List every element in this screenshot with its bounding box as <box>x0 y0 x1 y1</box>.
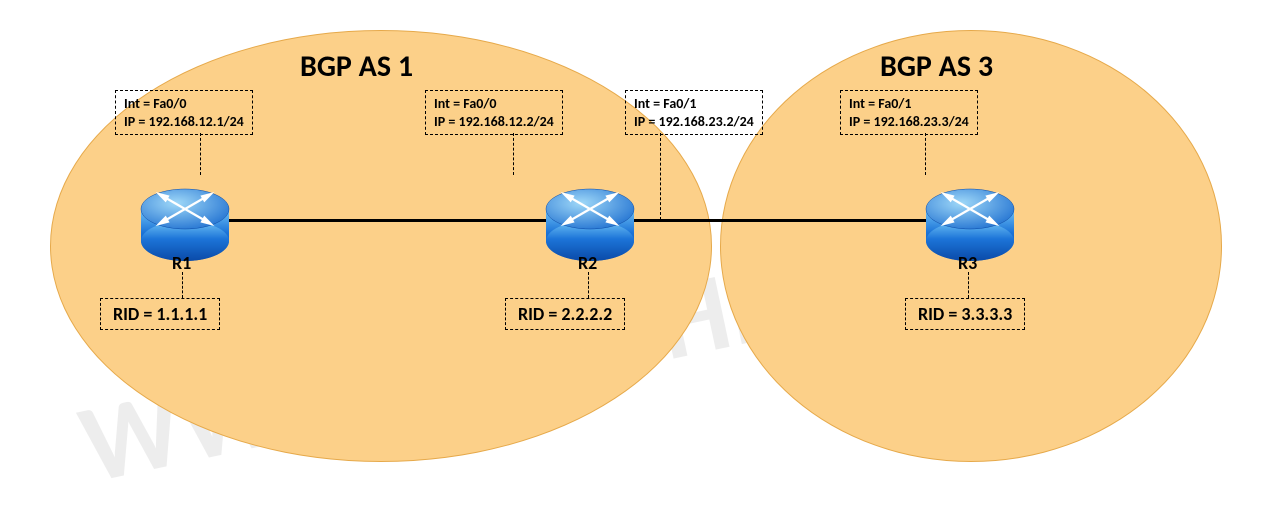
r2-if0-line1: IP = 192.168.12.2/24 <box>434 113 554 130</box>
r2-if1-box: Int = Fa0/1 IP = 192.168.23.2/24 <box>625 90 763 135</box>
link-r1-r2 <box>225 219 555 222</box>
r1-rid-connector <box>182 272 183 298</box>
router-r1-label: R1 <box>172 252 191 274</box>
r2-rid-connector <box>588 272 589 298</box>
router-r3-label: R3 <box>958 252 977 274</box>
r1-rid-box: RID = 1.1.1.1 <box>100 298 220 330</box>
router-r2-label: R2 <box>578 252 597 274</box>
link-r2-r3 <box>630 219 935 222</box>
r2-rid-box: RID = 2.2.2.2 <box>505 298 625 330</box>
r1-if0-connector <box>200 133 201 175</box>
r3-if0-line1: IP = 192.168.23.3/24 <box>849 113 969 130</box>
as3-title: BGP AS 3 <box>880 48 993 85</box>
r3-if0-connector <box>925 133 926 175</box>
r1-if0-box: Int = Fa0/0 IP = 192.168.12.1/24 <box>115 90 253 135</box>
r3-if0-line0: Int = Fa0/1 <box>849 95 911 112</box>
r2-if0-line0: Int = Fa0/0 <box>434 95 496 112</box>
r2-if1-line1: IP = 192.168.23.2/24 <box>634 113 754 130</box>
r3-rid-box: RID = 3.3.3.3 <box>905 298 1025 330</box>
r2-if1-line0: Int = Fa0/1 <box>634 95 696 112</box>
r2-if1-connector <box>660 133 661 220</box>
r2-if0-box: Int = Fa0/0 IP = 192.168.12.2/24 <box>425 90 563 135</box>
r3-if0-box: Int = Fa0/1 IP = 192.168.23.3/24 <box>840 90 978 135</box>
r3-rid-connector <box>968 272 969 298</box>
r1-if0-line0: Int = Fa0/0 <box>124 95 186 112</box>
as1-title: BGP AS 1 <box>300 48 413 85</box>
r1-if0-line1: IP = 192.168.12.1/24 <box>124 113 244 130</box>
r2-if0-connector <box>513 133 514 175</box>
